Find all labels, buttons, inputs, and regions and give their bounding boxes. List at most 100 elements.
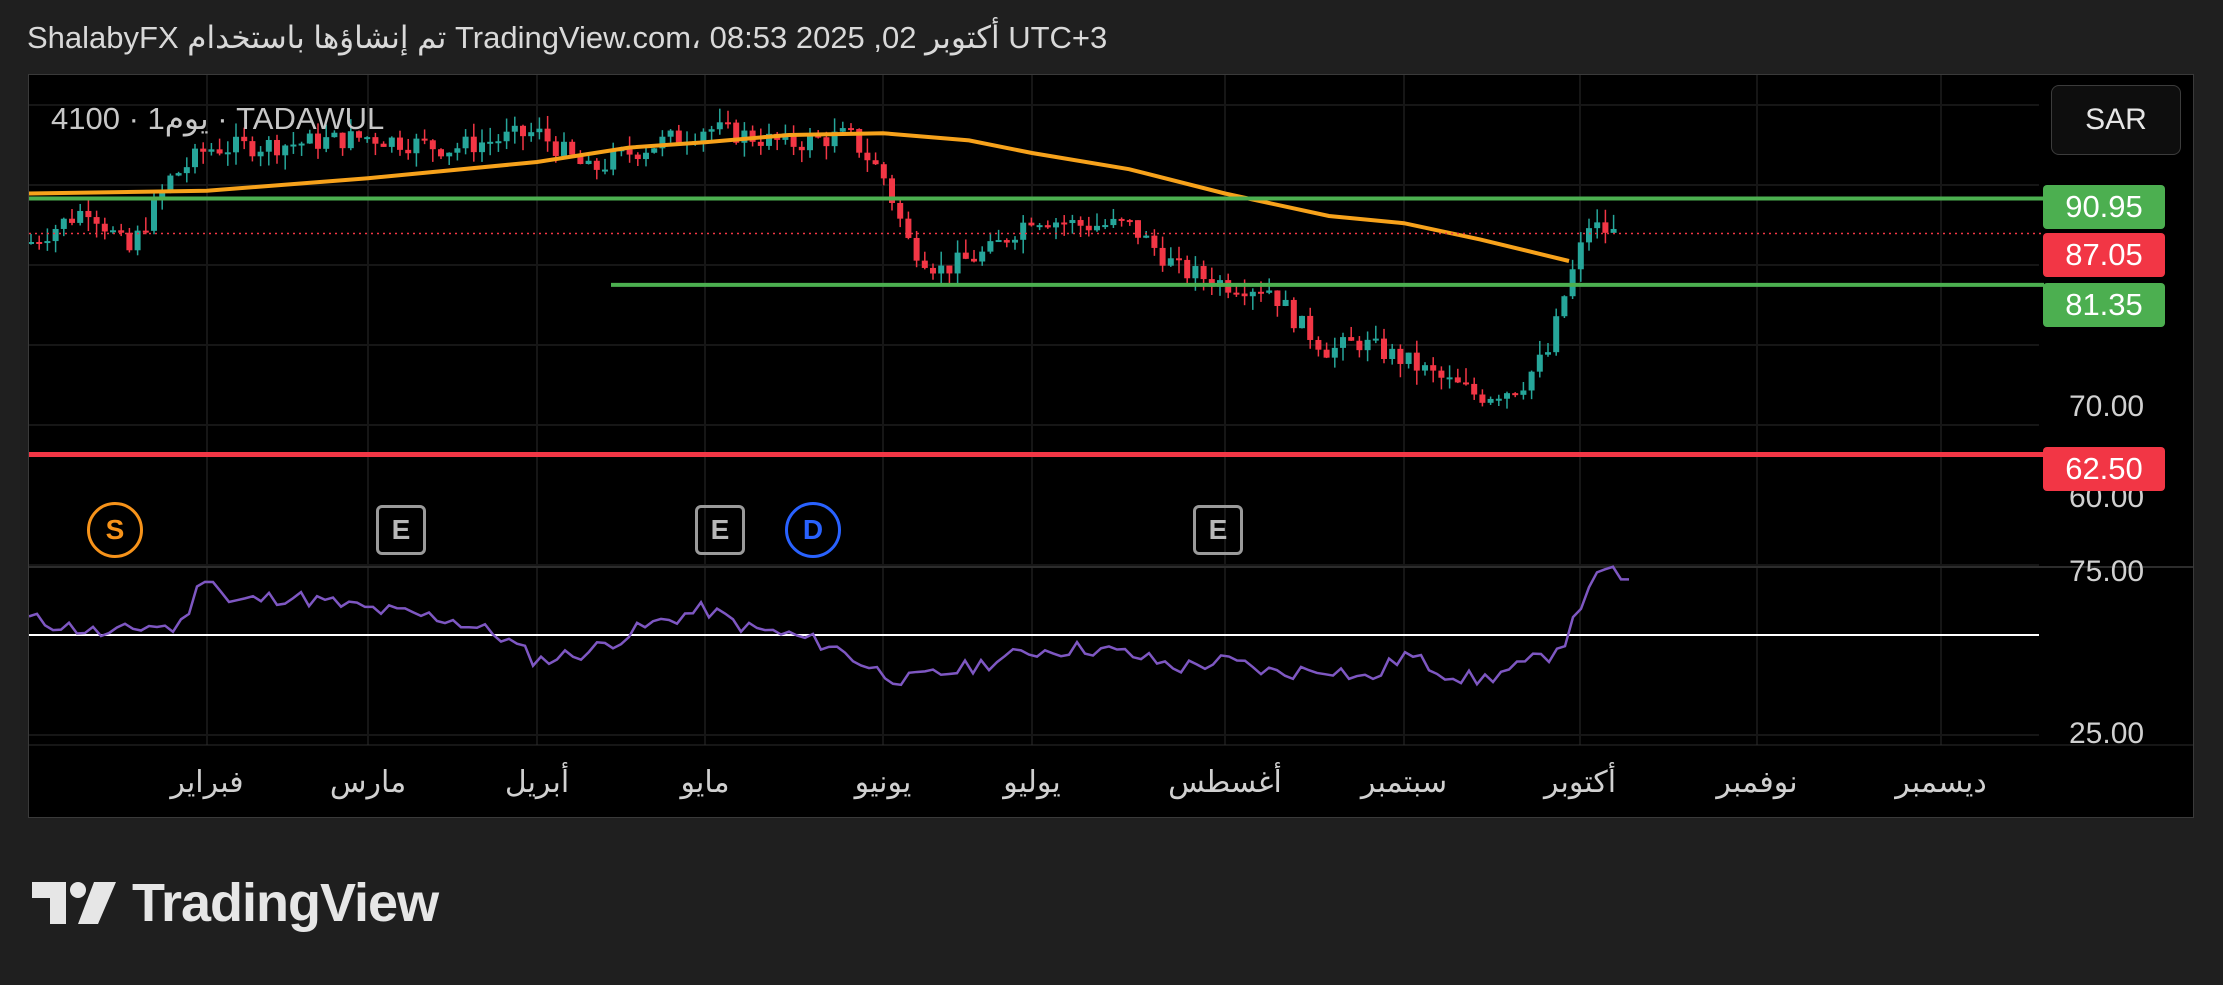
chart-frame[interactable]: 4100 · 1يوم · TADAWUL SAR 90.95 87.05 81… [28, 74, 2194, 818]
candle-body [29, 242, 34, 245]
candle-body [1586, 228, 1592, 243]
candle-body [1553, 316, 1560, 353]
candle-body [1307, 315, 1314, 340]
candle-body [1594, 222, 1601, 229]
candle-body [1274, 290, 1281, 306]
candle-body [339, 132, 346, 149]
candle-body [905, 218, 912, 238]
rsi-axis-label: 25.00 [2069, 717, 2145, 750]
candle-body [1192, 266, 1199, 279]
candle-body [487, 141, 494, 144]
candle-body [1487, 398, 1494, 403]
candle-body [856, 128, 863, 153]
candle-body [1536, 354, 1543, 372]
earnings-event-badge[interactable]: E [376, 505, 426, 555]
candle-body [93, 217, 100, 224]
candle-body [954, 252, 961, 274]
candle-body [741, 130, 748, 143]
candle-body [651, 148, 658, 153]
price-tag-support: 81.35 [2043, 283, 2165, 327]
candle-body [216, 149, 223, 154]
candle-body [987, 241, 994, 252]
candle-body [1258, 291, 1264, 294]
candle-body [602, 169, 608, 172]
candle-body [60, 218, 67, 229]
candle-body [610, 151, 617, 170]
candle-body [585, 160, 592, 165]
candle-body [872, 160, 879, 165]
candle-body [372, 137, 379, 144]
candle-body [495, 141, 502, 144]
candle-body [626, 149, 633, 155]
candle-body [667, 130, 674, 137]
candle-body [446, 152, 453, 157]
candle-body [290, 144, 297, 147]
candle-body [938, 265, 945, 274]
candle-body [807, 135, 813, 151]
candle-body [388, 137, 395, 147]
candle-body [675, 130, 682, 143]
candle-body [1348, 337, 1355, 341]
candle-body [1069, 220, 1076, 224]
candle-body [265, 139, 272, 152]
candle-body [1545, 352, 1551, 355]
time-axis-label: فبراير [170, 766, 244, 799]
brand-name: TradingView [132, 873, 439, 933]
candle-body [438, 149, 444, 157]
candle-body [405, 149, 412, 154]
candle-body [528, 132, 535, 137]
tradingview-logo-icon [32, 882, 116, 924]
candle-body [971, 258, 977, 262]
candle-body [315, 133, 321, 149]
candle-body [848, 128, 854, 131]
candle-body [1299, 315, 1305, 329]
candle-body [1405, 352, 1412, 364]
symbol-label: 4100 · 1يوم · TADAWUL [51, 101, 385, 136]
candle-body [757, 141, 764, 146]
dividend-event-badge[interactable]: D [785, 502, 841, 558]
candle-body [1422, 365, 1428, 371]
candle-body [1315, 339, 1322, 350]
candle-body [1118, 218, 1125, 221]
candle-body [1061, 222, 1068, 225]
candle-body [175, 173, 182, 176]
candle-body [110, 230, 116, 233]
price-tag-resistance-upper: 90.95 [2043, 185, 2165, 229]
candle-body [118, 230, 125, 233]
candle-body [921, 260, 928, 268]
candle-body [889, 178, 895, 203]
candle-body [995, 240, 1002, 243]
candle-body [1036, 225, 1043, 228]
price-tag-lower-line: 62.50 [2043, 447, 2165, 491]
candle-body [306, 133, 313, 144]
earnings-event-badge[interactable]: E [695, 505, 745, 555]
candle-body [1569, 269, 1576, 297]
tradingview-logo[interactable]: TradingView [32, 872, 439, 934]
candle-body [397, 137, 403, 150]
candle-body [1364, 339, 1371, 351]
candle-body [85, 210, 92, 218]
candle-body [142, 230, 149, 233]
candle-body [429, 140, 436, 150]
candle-body [1413, 352, 1420, 371]
candle-body [831, 131, 838, 147]
candle-body [708, 129, 715, 132]
candle-body [233, 136, 239, 153]
candle-body [413, 138, 420, 154]
candle-body [462, 136, 469, 149]
currency-button[interactable]: SAR [2051, 85, 2181, 155]
split-event-badge[interactable]: S [87, 502, 143, 558]
candle-body [1200, 266, 1207, 280]
candle-body [249, 141, 256, 157]
candle-body [1463, 382, 1469, 385]
candle-body [511, 125, 518, 132]
candle-body [716, 122, 723, 130]
candle-body [1053, 222, 1059, 228]
chart-canvas[interactable] [29, 75, 2194, 818]
earnings-event-badge[interactable]: E [1193, 505, 1243, 555]
candle-body [1003, 240, 1010, 243]
candle-body [1241, 293, 1248, 297]
candle-body [282, 145, 289, 156]
candle-body [1184, 259, 1191, 279]
time-axis-label: يوليو [1003, 766, 1061, 799]
